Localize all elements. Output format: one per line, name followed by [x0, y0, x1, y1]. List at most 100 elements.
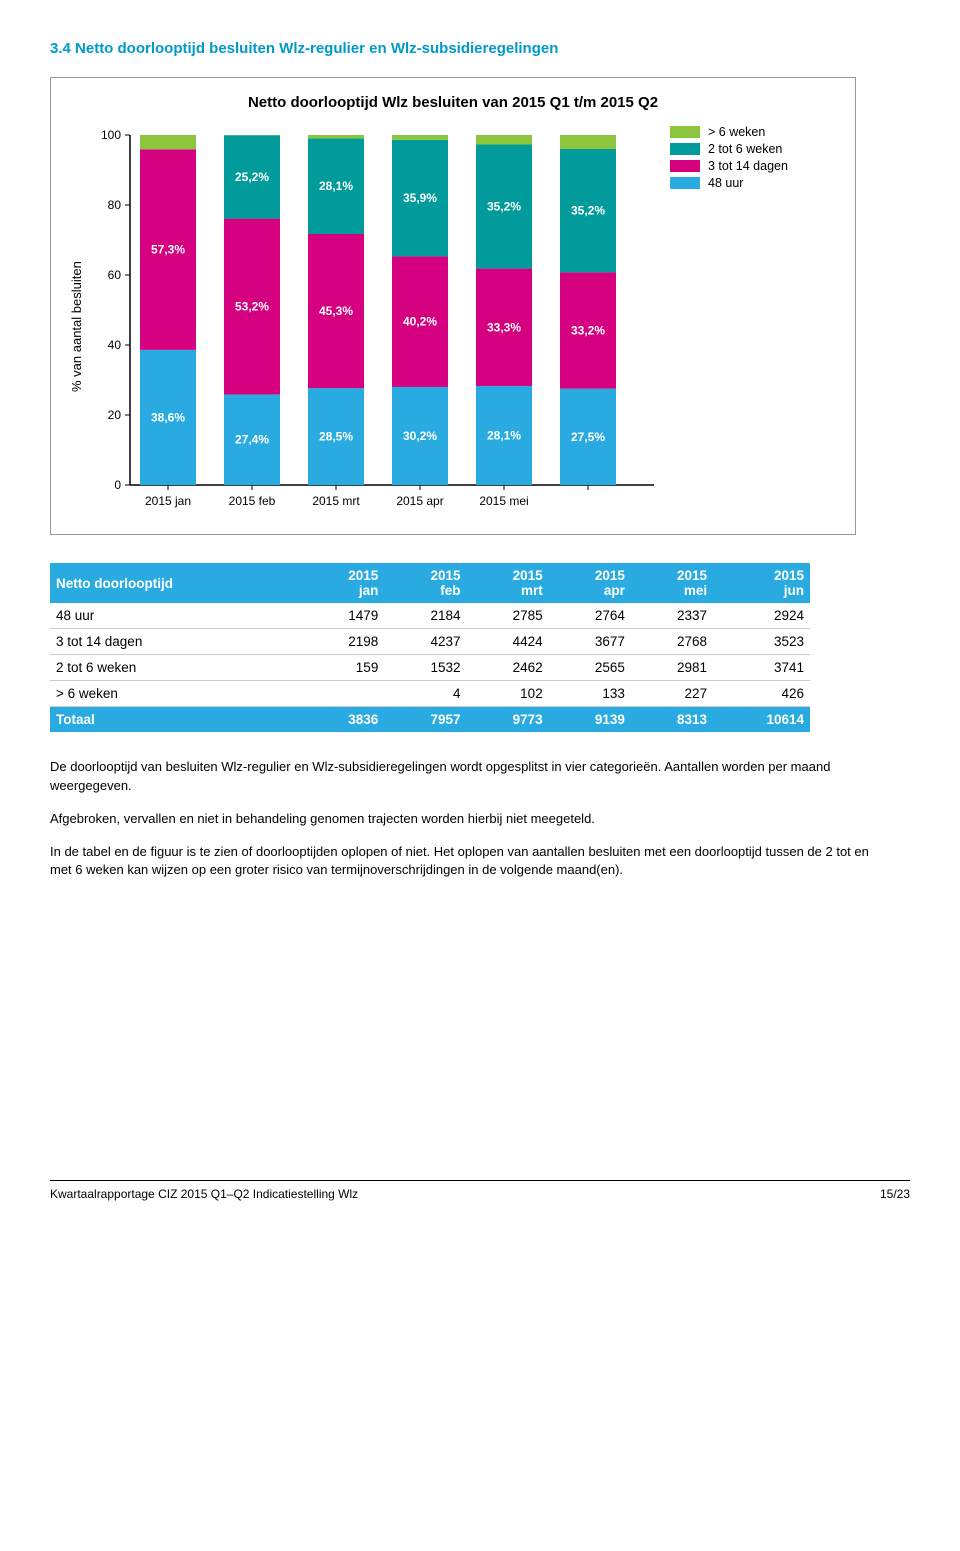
table-cell: 9773 — [467, 707, 549, 733]
table-cell: 2981 — [631, 655, 713, 681]
svg-text:35,2%: 35,2% — [487, 200, 521, 214]
svg-text:2015 mei: 2015 mei — [479, 494, 528, 508]
table-cell: 8313 — [631, 707, 713, 733]
svg-text:28,5%: 28,5% — [319, 430, 353, 444]
svg-text:27,4%: 27,4% — [235, 433, 269, 447]
table-cell: 102 — [467, 681, 549, 707]
table-cell: 2764 — [549, 603, 631, 629]
legend-swatch — [670, 160, 700, 172]
svg-text:40,2%: 40,2% — [403, 315, 437, 329]
table-header: 2015jun — [713, 563, 810, 603]
table-header: 2015mrt — [467, 563, 549, 603]
table-row: 48 uur147921842785276423372924 — [50, 603, 810, 629]
legend-label: 2 tot 6 weken — [708, 142, 782, 156]
legend-label: > 6 weken — [708, 125, 765, 139]
table-header: 2015feb — [384, 563, 466, 603]
legend-item: 3 tot 14 dagen — [670, 159, 788, 173]
table-cell: 2785 — [467, 603, 549, 629]
svg-text:33,3%: 33,3% — [487, 320, 521, 334]
table-cell: 9139 — [549, 707, 631, 733]
svg-text:33,2%: 33,2% — [571, 323, 605, 337]
table-cell: 133 — [549, 681, 631, 707]
table-cell: 1532 — [384, 655, 466, 681]
table-row: > 6 weken 4102133227426 — [50, 681, 810, 707]
page-footer: Kwartaalrapportage CIZ 2015 Q1–Q2 Indica… — [50, 1180, 910, 1201]
svg-text:38,6%: 38,6% — [151, 410, 185, 424]
row-label: Totaal — [50, 707, 302, 733]
svg-text:2015 apr: 2015 apr — [396, 494, 443, 508]
svg-text:4,0%: 4,0% — [574, 125, 602, 135]
body-paragraph: Afgebroken, vervallen en niet in behande… — [50, 810, 870, 829]
svg-text:2015 jan: 2015 jan — [145, 494, 191, 508]
svg-text:80: 80 — [108, 198, 122, 212]
svg-text:25,2%: 25,2% — [235, 170, 269, 184]
chart-plot: 0 20 40 60 80 100 38,6% 57,3% 4,1% 27,4% 53,2% 25,2… — [84, 125, 654, 528]
table-cell: 1479 — [302, 603, 384, 629]
body-paragraph: In de tabel en de figuur is te zien of d… — [50, 843, 870, 881]
table-cell: 2565 — [549, 655, 631, 681]
table-cell: 3836 — [302, 707, 384, 733]
table-cell: 2924 — [713, 603, 810, 629]
chart-legend: > 6 weken 2 tot 6 weken 3 tot 14 dagen 48 u… — [670, 125, 788, 528]
chart-title: Netto doorlooptijd Wlz besluiten van 201… — [63, 94, 843, 111]
body-paragraph: De doorlooptijd van besluiten Wlz-reguli… — [50, 758, 870, 796]
table-header: Netto doorlooptijd — [50, 563, 302, 603]
row-label: 48 uur — [50, 603, 302, 629]
legend-item: 48 uur — [670, 176, 788, 190]
table-header: 2015apr — [549, 563, 631, 603]
legend-label: 3 tot 14 dagen — [708, 159, 788, 173]
table-cell: 3741 — [713, 655, 810, 681]
svg-text:53,2%: 53,2% — [235, 300, 269, 314]
row-label: 2 tot 6 weken — [50, 655, 302, 681]
table-cell: 10614 — [713, 707, 810, 733]
svg-text:20: 20 — [108, 408, 122, 422]
svg-text:35,2%: 35,2% — [571, 204, 605, 218]
table-cell: 159 — [302, 655, 384, 681]
data-table: Netto doorlooptijd2015jan2015feb2015mrt2… — [50, 563, 810, 732]
legend-item: 2 tot 6 weken — [670, 142, 788, 156]
table-cell: 2462 — [467, 655, 549, 681]
svg-text:45,3%: 45,3% — [319, 304, 353, 318]
footer-left: Kwartaalrapportage CIZ 2015 Q1–Q2 Indica… — [50, 1187, 358, 1201]
table-total-row: Totaal3836795797739139831310614 — [50, 707, 810, 733]
table-cell: 7957 — [384, 707, 466, 733]
svg-text:30,2%: 30,2% — [403, 429, 437, 443]
svg-text:28,1%: 28,1% — [487, 428, 521, 442]
table-cell: 227 — [631, 681, 713, 707]
svg-text:2015 mrt: 2015 mrt — [312, 494, 360, 508]
table-cell: 4424 — [467, 629, 549, 655]
legend-label: 48 uur — [708, 176, 743, 190]
row-label: > 6 weken — [50, 681, 302, 707]
chart-y-axis-label: % van aantal besluiten — [63, 125, 84, 528]
svg-text:40: 40 — [108, 338, 122, 352]
table-row: 3 tot 14 dagen219842374424367727683523 — [50, 629, 810, 655]
table-row: 2 tot 6 weken15915322462256529813741 — [50, 655, 810, 681]
svg-text:57,3%: 57,3% — [151, 243, 185, 257]
chart-container: Netto doorlooptijd Wlz besluiten van 201… — [50, 77, 856, 535]
legend-swatch — [670, 143, 700, 155]
svg-text:27,5%: 27,5% — [571, 430, 605, 444]
table-cell: 2198 — [302, 629, 384, 655]
table-cell: 2337 — [631, 603, 713, 629]
legend-swatch — [670, 177, 700, 189]
table-cell: 2184 — [384, 603, 466, 629]
svg-text:35,9%: 35,9% — [403, 191, 437, 205]
table-cell: 426 — [713, 681, 810, 707]
svg-text:60: 60 — [108, 268, 122, 282]
footer-right: 15/23 — [880, 1187, 910, 1201]
table-header: 2015jan — [302, 563, 384, 603]
legend-swatch — [670, 126, 700, 138]
svg-text:2015 feb: 2015 feb — [229, 494, 276, 508]
svg-text:28,1%: 28,1% — [319, 179, 353, 193]
svg-text:100: 100 — [101, 128, 121, 142]
row-label: 3 tot 14 dagen — [50, 629, 302, 655]
svg-text:4,1%: 4,1% — [154, 125, 182, 135]
section-heading: 3.4 Netto doorlooptijd besluiten Wlz-reg… — [50, 40, 910, 57]
table-cell: 3677 — [549, 629, 631, 655]
table-cell: 2768 — [631, 629, 713, 655]
svg-text:2,7%: 2,7% — [490, 125, 518, 135]
table-cell: 4 — [384, 681, 466, 707]
svg-text:0: 0 — [114, 478, 121, 492]
table-cell: 4237 — [384, 629, 466, 655]
table-header: 2015mei — [631, 563, 713, 603]
